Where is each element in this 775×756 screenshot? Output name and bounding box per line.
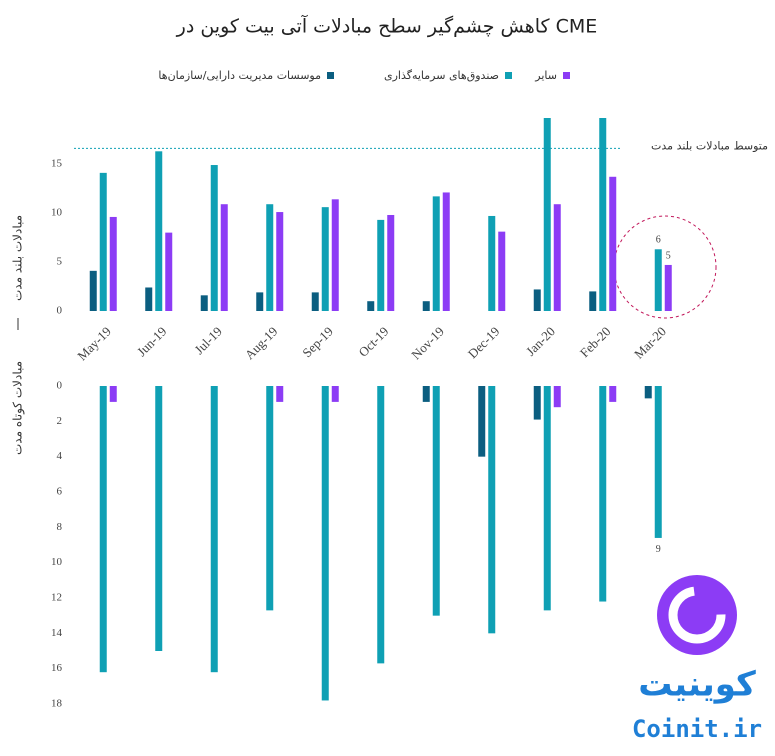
logo-name: کوینیت: [638, 665, 756, 705]
value-label: 9: [656, 544, 661, 555]
bar: [609, 386, 617, 402]
bar: [266, 204, 274, 311]
bar: [276, 386, 284, 402]
y-tick-label: 2: [57, 415, 63, 427]
bar: [533, 386, 541, 420]
bar: [377, 219, 385, 311]
bar: [311, 292, 319, 311]
bar: [99, 386, 107, 673]
bar: [422, 301, 430, 311]
y-tick-label: 0: [57, 305, 63, 317]
y-tick-label: 15: [51, 158, 63, 170]
value-label: 6: [656, 235, 661, 246]
legend-swatch: [505, 72, 512, 79]
highlight-circle: [613, 215, 717, 319]
bar: [377, 386, 385, 664]
x-tick-label: Jun-19: [134, 324, 170, 360]
bar: [210, 165, 218, 311]
x-tick-label: Nov-19: [408, 324, 447, 363]
legend: سایر صندوق‌های سرمایه‌گذاری موسسات مدیری…: [158, 69, 570, 82]
bar: [599, 386, 607, 602]
x-tick-label: Oct-19: [355, 324, 391, 360]
bar: [321, 386, 329, 701]
bar: [553, 204, 561, 311]
bar: [200, 295, 208, 311]
legend-label: سایر: [534, 69, 557, 82]
x-tick-label: Jan-20: [523, 324, 558, 359]
x-tick-label: May-19: [74, 324, 114, 364]
bar: [488, 386, 496, 634]
bar: [644, 386, 652, 399]
y-tick-label: 14: [51, 627, 63, 639]
legend-label: صندوق‌های سرمایه‌گذاری: [384, 69, 499, 82]
bar: [609, 176, 617, 311]
bar: [589, 291, 597, 311]
y-axis-label: مبادلات کوتاه مدت: [11, 361, 26, 455]
bar: [478, 386, 486, 457]
x-tick-label: Sep-19: [299, 324, 336, 361]
bar: [220, 204, 228, 311]
legend-swatch: [327, 72, 334, 79]
bar: [266, 386, 274, 611]
bar: [109, 216, 117, 311]
y-tick-label: 8: [57, 521, 63, 533]
x-tick-label: Dec-19: [465, 324, 503, 362]
chart-title: کاهش چشم‌گیر سطح مبادلات آتی بیت کوین در…: [176, 14, 598, 38]
y-tick-label: 5: [57, 256, 63, 268]
bar: [367, 301, 375, 311]
bar: [488, 215, 496, 311]
value-label: 5: [666, 250, 671, 261]
x-tick-label: Jul-19: [191, 324, 225, 358]
bar: [654, 386, 662, 538]
bar: [543, 386, 551, 611]
bar: [109, 386, 117, 402]
y-tick-label: 10: [51, 207, 63, 219]
reference-label: متوسط مبادلات بلند مدت: [651, 139, 768, 152]
y-tick-label: 6: [57, 486, 63, 498]
bar: [256, 292, 264, 311]
y-tick-label: 16: [51, 662, 63, 674]
bar: [442, 192, 450, 311]
x-tick-label: Feb-20: [577, 324, 614, 361]
bar: [498, 231, 506, 311]
legend-swatch: [563, 72, 570, 79]
y-tick-label: 12: [51, 592, 62, 604]
logo-mark: [668, 586, 726, 644]
bar: [654, 249, 662, 311]
legend-label: موسسات مدیریت دارایی/سازمان‌ها: [158, 69, 321, 82]
bar: [99, 172, 107, 311]
y-tick-label: 18: [51, 698, 63, 710]
bar: [89, 270, 97, 311]
bar: [553, 386, 561, 408]
bar: [599, 118, 607, 311]
bar: [422, 386, 430, 402]
bar: [155, 386, 163, 651]
bar: [331, 386, 339, 402]
bar: [155, 151, 163, 311]
bar: [276, 212, 284, 311]
bar: [210, 386, 218, 673]
bar: [432, 196, 440, 311]
bar: [165, 232, 173, 311]
y-tick-label: 10: [51, 556, 63, 568]
bar: [331, 199, 339, 311]
x-tick-label: Aug-19: [242, 324, 281, 363]
bar: [664, 264, 672, 311]
bar: [533, 289, 541, 311]
x-tick-label: Mar-20: [631, 324, 669, 362]
bar: [145, 287, 153, 311]
logo: کوینیت Coinit.ir: [632, 575, 762, 743]
logo-site: Coinit.ir: [632, 715, 762, 743]
y-tick-label: 4: [57, 450, 63, 462]
bar: [387, 214, 395, 311]
y-axis-label: مبادلات بلند مدت: [11, 215, 25, 301]
bar: [432, 386, 440, 616]
bar: [543, 118, 551, 311]
y-tick-label: 0: [57, 380, 63, 392]
bar: [321, 207, 329, 311]
